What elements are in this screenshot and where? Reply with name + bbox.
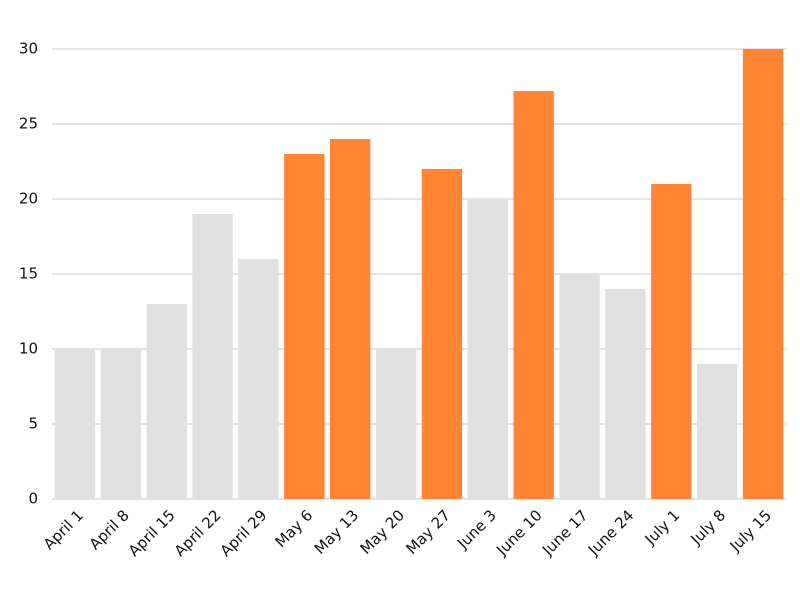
bar (651, 184, 692, 499)
x-tick-label: July 1 (641, 506, 684, 549)
x-tick-label: May 6 (272, 506, 317, 551)
x-tick-label: April 22 (171, 506, 225, 560)
y-tick-label: 20 (19, 190, 38, 208)
bar (146, 304, 187, 499)
x-tick-label: April 29 (217, 506, 271, 560)
x-tick-label: July 8 (687, 506, 730, 549)
bar (375, 349, 417, 499)
y-tick-label: 15 (19, 265, 38, 283)
bar (192, 214, 233, 499)
x-tick-label: May 27 (402, 506, 454, 558)
y-tick-label: 10 (19, 340, 38, 358)
bar (100, 349, 141, 499)
bar (54, 349, 96, 499)
x-tick-label: June 24 (584, 506, 637, 559)
bar (238, 259, 279, 499)
x-tick-label: June 10 (492, 506, 545, 559)
x-tick-label: July 15 (726, 506, 775, 555)
bar (421, 169, 463, 499)
y-tick-label: 5 (28, 415, 38, 433)
x-tick-label: May 13 (311, 506, 363, 558)
x-tick-label: April 15 (125, 506, 179, 560)
bar (467, 199, 508, 499)
y-tick-label: 25 (19, 115, 38, 133)
bar (697, 364, 738, 499)
bar (742, 49, 784, 499)
bar (605, 289, 646, 499)
bar (559, 274, 600, 499)
y-tick-label: 30 (19, 40, 38, 58)
x-tick-label: May 20 (357, 506, 409, 558)
x-tick-label: June 17 (538, 506, 591, 559)
x-tick-label: April 1 (40, 506, 87, 553)
bar (284, 154, 325, 499)
bar (330, 139, 371, 499)
bar (513, 91, 554, 499)
y-tick-label: 0 (28, 490, 38, 508)
